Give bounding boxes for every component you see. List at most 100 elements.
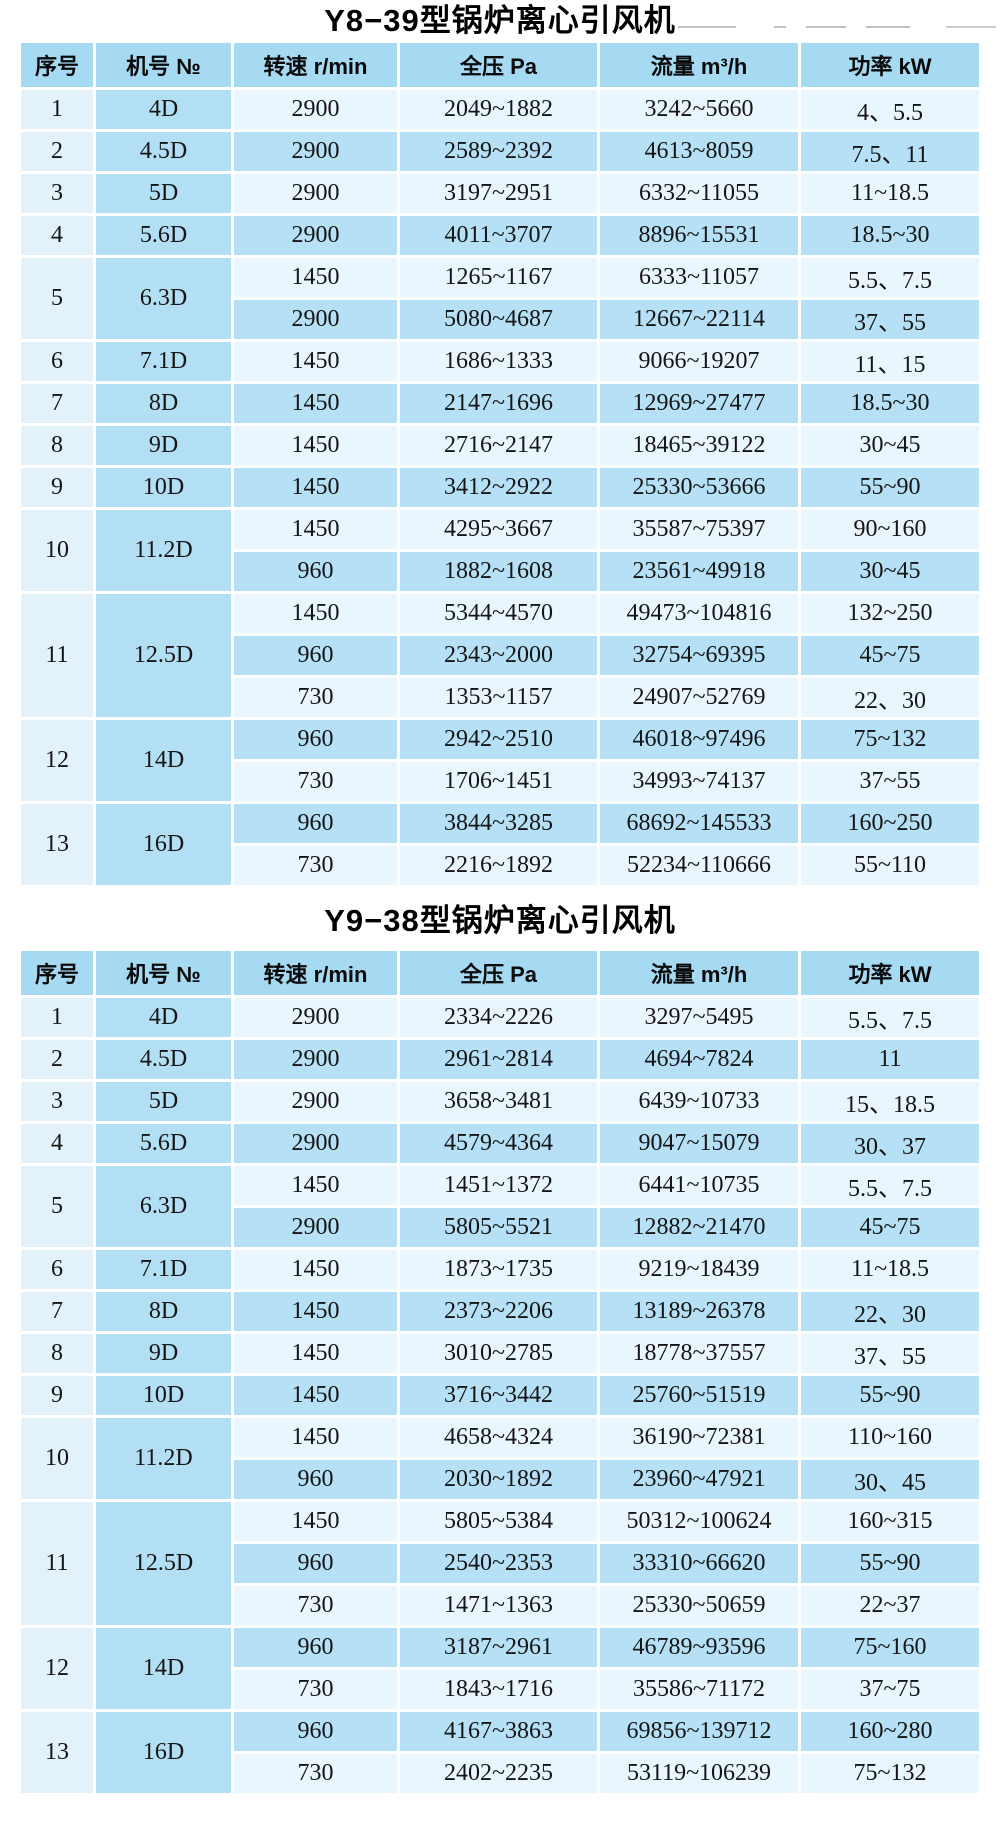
pressure-cell: 3716~3442 xyxy=(400,1376,597,1415)
flow-cell: 4694~7824 xyxy=(600,1040,798,1079)
speed-cell: 1450 xyxy=(234,1166,397,1205)
model-cell: 14D xyxy=(96,1628,231,1709)
power-cell: 11、15 xyxy=(801,342,979,381)
column-header-0: 序号 xyxy=(21,43,93,87)
pressure-cell: 2589~2392 xyxy=(400,132,597,171)
table-row: 960 2343~2000 32754~69395 45~75 xyxy=(21,636,979,675)
column-header-3: 全压 Pa xyxy=(400,951,597,995)
model-cell: 4D xyxy=(96,998,231,1037)
power-cell: 30~45 xyxy=(801,426,979,465)
speed-cell: 1450 xyxy=(234,1502,397,1541)
seq-cell: 3 xyxy=(21,1082,93,1121)
power-cell: 22、30 xyxy=(801,678,979,717)
speed-cell: 960 xyxy=(234,720,397,759)
pressure-cell: 1451~1372 xyxy=(400,1166,597,1205)
model-cell: 12.5D xyxy=(96,594,231,717)
flow-cell: 8896~15531 xyxy=(600,216,798,255)
flow-cell: 35587~75397 xyxy=(600,510,798,549)
speed-cell: 730 xyxy=(234,1754,397,1793)
power-cell: 37、55 xyxy=(801,1334,979,1373)
table-row: 7 8D 1450 2373~2206 13189~26378 22、30 xyxy=(21,1292,979,1331)
speed-cell: 960 xyxy=(234,1460,397,1499)
power-cell: 5.5、7.5 xyxy=(801,258,979,297)
flow-cell: 6332~11055 xyxy=(600,174,798,213)
speed-cell: 730 xyxy=(234,846,397,885)
speed-cell: 1450 xyxy=(234,342,397,381)
seq-cell: 7 xyxy=(21,1292,93,1331)
model-cell: 8D xyxy=(96,1292,231,1331)
pressure-cell: 1471~1363 xyxy=(400,1586,597,1625)
model-cell: 8D xyxy=(96,384,231,423)
speed-cell: 1450 xyxy=(234,1376,397,1415)
speed-cell: 960 xyxy=(234,804,397,843)
power-cell: 55~90 xyxy=(801,1376,979,1415)
table-row: 730 2402~2235 53119~106239 75~132 xyxy=(21,1754,979,1793)
model-cell: 4.5D xyxy=(96,1040,231,1079)
power-cell: 37~75 xyxy=(801,1670,979,1709)
flow-cell: 46789~93596 xyxy=(600,1628,798,1667)
seq-cell: 1 xyxy=(21,90,93,129)
speed-cell: 2900 xyxy=(234,1040,397,1079)
column-header-2: 转速 r/min xyxy=(234,43,397,87)
pressure-cell: 3197~2951 xyxy=(400,174,597,213)
table-row: 8 9D 1450 2716~2147 18465~39122 30~45 xyxy=(21,426,979,465)
table-row: 960 2030~1892 23960~47921 30、45 xyxy=(21,1460,979,1499)
table-title-y8-39: Y8−39型锅炉离心引风机 xyxy=(324,3,676,38)
table-row: 9 10D 1450 3412~2922 25330~53666 55~90 xyxy=(21,468,979,507)
seq-cell: 12 xyxy=(21,1628,93,1709)
table-row: 3 5D 2900 3658~3481 6439~10733 15、18.5 xyxy=(21,1082,979,1121)
table-row: 4 5.6D 2900 4579~4364 9047~15079 30、37 xyxy=(21,1124,979,1163)
column-header-0: 序号 xyxy=(21,951,93,995)
document-page: Y8−39型锅炉离心引风机 序号 机号 № 转速 r/min 全压 Pa 流量 m³/h… xyxy=(18,0,996,1796)
pressure-cell: 2942~2510 xyxy=(400,720,597,759)
pressure-cell: 2373~2206 xyxy=(400,1292,597,1331)
seq-cell: 4 xyxy=(21,216,93,255)
model-cell: 9D xyxy=(96,426,231,465)
flow-cell: 18465~39122 xyxy=(600,426,798,465)
power-cell: 7.5、11 xyxy=(801,132,979,171)
power-cell: 15、18.5 xyxy=(801,1082,979,1121)
model-cell: 7.1D xyxy=(96,1250,231,1289)
table-row: 730 1471~1363 25330~50659 22~37 xyxy=(21,1586,979,1625)
speed-cell: 960 xyxy=(234,552,397,591)
seq-cell: 6 xyxy=(21,342,93,381)
seq-cell: 8 xyxy=(21,1334,93,1373)
table-row: 4 5.6D 2900 4011~3707 8896~15531 18.5~30 xyxy=(21,216,979,255)
power-cell: 110~160 xyxy=(801,1418,979,1457)
power-cell: 22~37 xyxy=(801,1586,979,1625)
table-row: 10 11.2D 1450 4295~3667 35587~75397 90~160 xyxy=(21,510,979,591)
flow-cell: 18778~37557 xyxy=(600,1334,798,1373)
speed-cell: 2900 xyxy=(234,998,397,1037)
table-row: 730 2216~1892 52234~110666 55~110 xyxy=(21,846,979,885)
speed-cell: 730 xyxy=(234,1670,397,1709)
table-row: 11 12.5D 1450 5805~5384 50312~100624 160~315 xyxy=(21,1502,979,1625)
table-row: 2900 5080~4687 12667~22114 37、55 xyxy=(21,300,979,339)
flow-cell: 9219~18439 xyxy=(600,1250,798,1289)
header-row: 序号 机号 № 转速 r/min 全压 Pa 流量 m³/h 功率 kW xyxy=(21,43,979,87)
flow-cell: 3242~5660 xyxy=(600,90,798,129)
pressure-cell: 4011~3707 xyxy=(400,216,597,255)
pressure-cell: 5344~4570 xyxy=(400,594,597,633)
table-row: 13 16D 960 4167~3863 69856~139712 160~280 xyxy=(21,1712,979,1793)
column-header-1: 机号 № xyxy=(96,951,231,995)
flow-cell: 35586~71172 xyxy=(600,1670,798,1709)
seq-cell: 8 xyxy=(21,426,93,465)
model-cell: 9D xyxy=(96,1334,231,1373)
speed-cell: 1450 xyxy=(234,510,397,549)
pressure-cell: 2961~2814 xyxy=(400,1040,597,1079)
table-row: 2900 5805~5521 12882~21470 45~75 xyxy=(21,1208,979,1247)
pressure-cell: 1882~1608 xyxy=(400,552,597,591)
table-row: 6 7.1D 1450 1873~1735 9219~18439 11~18.5 xyxy=(21,1250,979,1289)
seq-cell: 13 xyxy=(21,1712,93,1793)
model-cell: 6.3D xyxy=(96,1166,231,1247)
pressure-cell: 2216~1892 xyxy=(400,846,597,885)
speed-cell: 960 xyxy=(234,1712,397,1751)
flow-cell: 6333~11057 xyxy=(600,258,798,297)
pressure-cell: 1843~1716 xyxy=(400,1670,597,1709)
pressure-cell: 5805~5521 xyxy=(400,1208,597,1247)
power-cell: 55~90 xyxy=(801,468,979,507)
pressure-cell: 2343~2000 xyxy=(400,636,597,675)
table-row: 2 4.5D 2900 2961~2814 4694~7824 11 xyxy=(21,1040,979,1079)
model-cell: 4D xyxy=(96,90,231,129)
flow-cell: 12969~27477 xyxy=(600,384,798,423)
